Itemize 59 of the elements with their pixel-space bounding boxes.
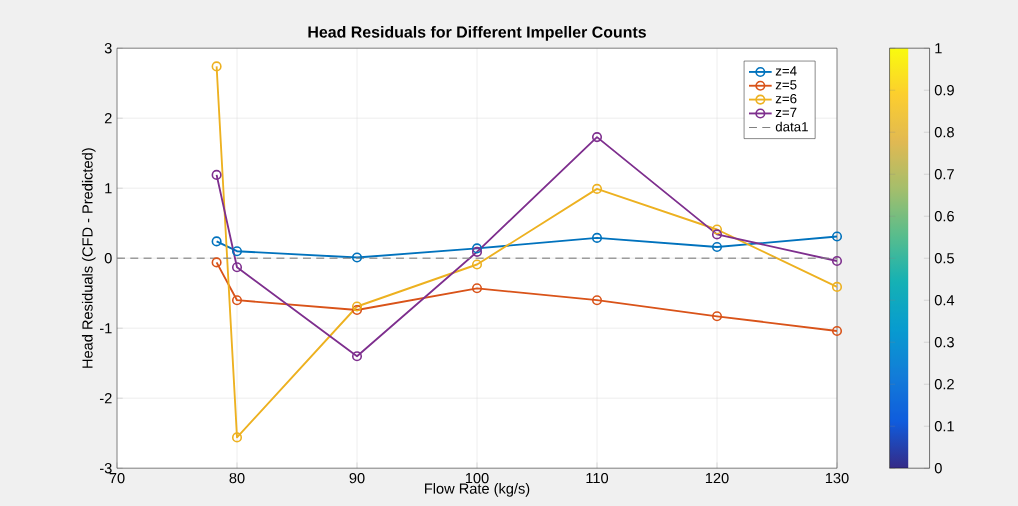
color-bar-label: 0.1 (934, 421, 954, 432)
point (351, 351, 363, 362)
point (591, 132, 603, 143)
y-tick-label: -1 (99, 323, 112, 334)
point (831, 231, 843, 242)
color-bar-label: 1 (935, 43, 942, 54)
color-bar-label: 0 (934, 463, 942, 474)
legend-label: z=6 (775, 93, 797, 104)
x-tick-label: 80 (229, 472, 245, 484)
x-tick-label: 100 (465, 472, 489, 484)
x-tick-label: 110 (586, 472, 609, 484)
point (211, 257, 222, 268)
legend-label: data1 (775, 121, 808, 132)
x-axis-title: Flow Rate (kg/s) (425, 483, 530, 497)
point (471, 283, 483, 294)
y-tick-label: -2 (99, 393, 112, 404)
point (711, 229, 723, 240)
point (211, 61, 222, 72)
point (591, 232, 603, 243)
point (831, 281, 843, 292)
legend-label: z=4 (775, 66, 797, 76)
point (351, 304, 363, 316)
y-tick-label: 1 (105, 183, 112, 194)
color-bar-label: 0.7 (934, 169, 954, 180)
point (211, 169, 222, 180)
y-tick-label: -3 (99, 463, 112, 474)
x-tick-label: 130 (825, 472, 849, 484)
point (471, 259, 483, 270)
y-tick-label: 2 (104, 113, 112, 124)
y-tick-label: 0 (104, 253, 112, 264)
point (711, 241, 723, 253)
y-axis-title: Head Residuals (CFD - Predicted) (81, 148, 96, 368)
point (591, 295, 603, 306)
color-bar-label: 0.3 (934, 337, 954, 348)
color-bar-label: 0.2 (934, 379, 954, 390)
point (831, 325, 843, 337)
point (351, 301, 363, 312)
color-bar-label: 0.6 (934, 211, 954, 222)
point (831, 255, 843, 267)
point (231, 432, 243, 443)
color-bar-label: 0.9 (934, 85, 954, 96)
x-tick-label: 90 (349, 472, 365, 484)
chart-title: Head Residuals for Different Impeller Counts (308, 26, 646, 41)
color-bar-label: 0.8 (934, 127, 954, 138)
point (231, 295, 243, 306)
color-bar-label: 0.5 (934, 253, 954, 264)
point (231, 262, 243, 273)
legend-label: z=7 (775, 107, 797, 118)
x-tick-label: 120 (705, 472, 729, 484)
point (711, 311, 723, 322)
point (231, 246, 243, 257)
point (351, 252, 363, 263)
y-tick-label: 3 (104, 43, 112, 54)
color-bar-label: 0.4 (934, 295, 955, 306)
legend-label: z=5 (775, 80, 797, 90)
x-tick-label: 70 (109, 472, 125, 484)
point (591, 183, 603, 194)
point (211, 236, 222, 247)
point (711, 224, 723, 235)
